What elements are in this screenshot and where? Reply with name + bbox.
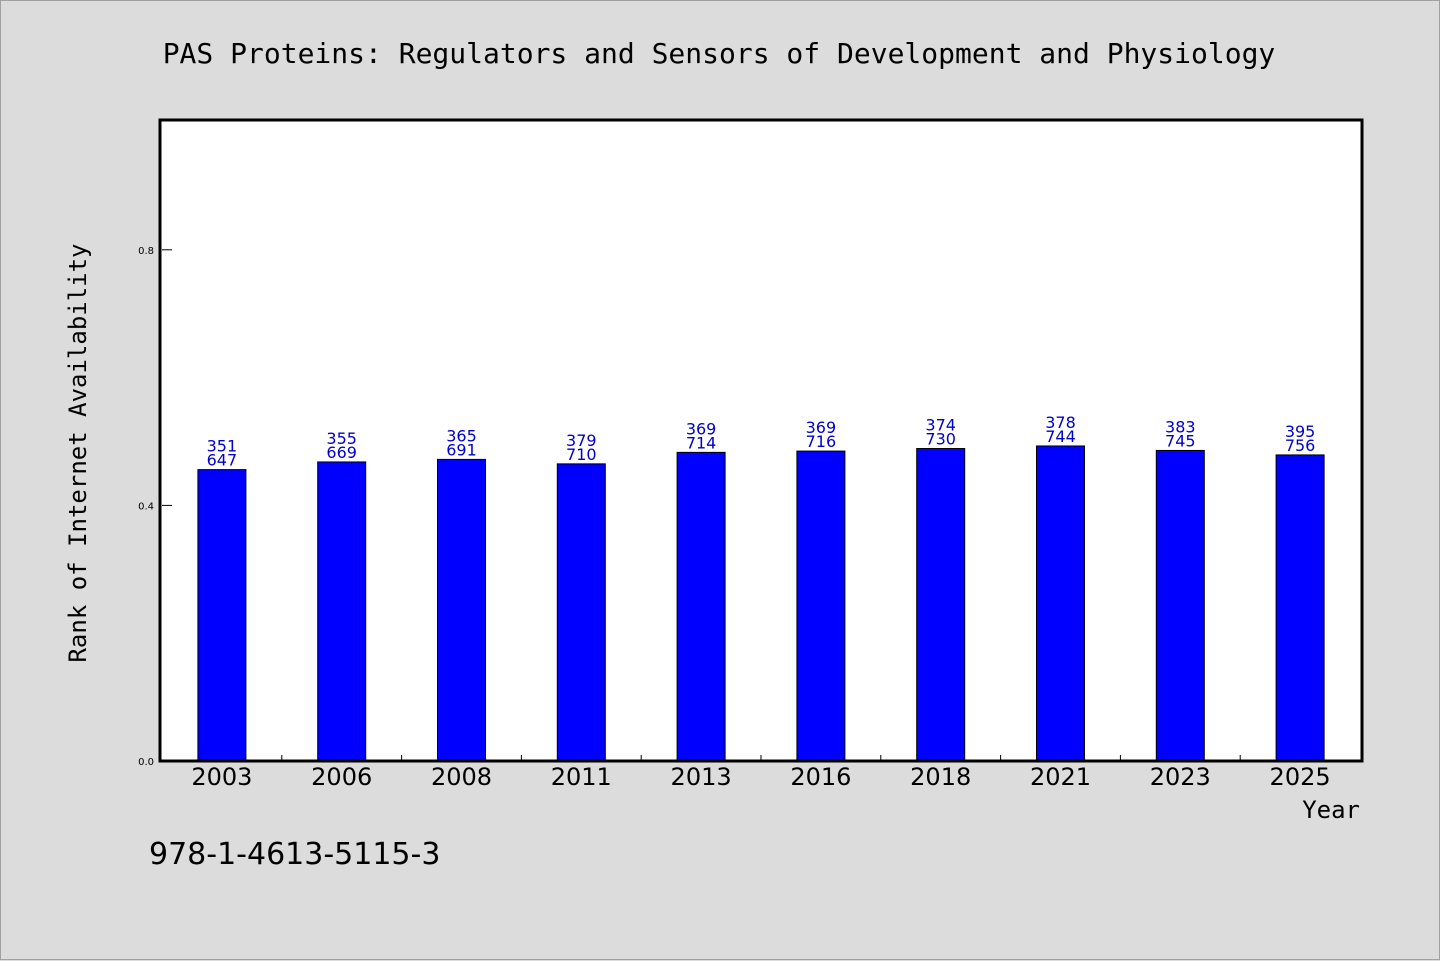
bar-2006 (317, 461, 367, 762)
x-tick-label-2016: 2016 (790, 763, 851, 791)
plot-frame (158, 118, 1364, 763)
bar-2016 (796, 450, 846, 762)
y-tick-label: 0.8 (138, 246, 154, 257)
bar-label-bottom-2013: 714 (686, 433, 717, 452)
x-tick-label-2008: 2008 (431, 763, 492, 791)
bar-labels-layer: 3516473556693656913797103697143697163747… (207, 413, 1316, 470)
bar-2023 (1155, 449, 1205, 762)
bar-2021 (1036, 445, 1085, 762)
bar-label-bottom-2016: 716 (806, 432, 837, 451)
bar-2013 (676, 451, 726, 762)
bar-2008 (437, 458, 486, 762)
x-tick-label-2025: 2025 (1270, 763, 1331, 791)
bar-label-bottom-2025: 756 (1285, 436, 1316, 455)
x-axis-ticks: 2003 2006 2008 2011 2013 2016 2018 2021 2023 2025 (191, 755, 1331, 791)
y-tick-label: 0.0 (138, 757, 154, 768)
bar-label-bottom-2003: 647 (207, 451, 238, 470)
x-tick-label-2018: 2018 (910, 763, 971, 791)
bar-2018 (916, 448, 966, 762)
bars-layer (197, 445, 1325, 762)
bar-label-bottom-2021: 744 (1045, 427, 1076, 446)
x-tick-label-2011: 2011 (551, 763, 612, 791)
x-tick-label-2021: 2021 (1030, 763, 1091, 791)
bar-label-bottom-2023: 745 (1165, 431, 1196, 450)
bar-2011 (556, 463, 606, 762)
y-axis-title: Rank of Internet Availability (64, 243, 92, 662)
x-tick-label-2023: 2023 (1150, 763, 1211, 791)
bar-label-top-2023: 383 (1165, 417, 1196, 436)
bar-label-bottom-2008: 691 (446, 440, 477, 459)
x-tick-label-2006: 2006 (311, 763, 372, 791)
x-tick-label-2003: 2003 (191, 763, 252, 791)
y-tick-label: 0.4 (138, 501, 154, 512)
chart-title: PAS Proteins: Regulators and Sensors of … (163, 37, 1276, 70)
bar-label-top-2016: 369 (806, 418, 837, 437)
bar-2003 (197, 469, 247, 762)
bar-label-top-2025: 395 (1285, 422, 1316, 441)
x-tick-label-2013: 2013 (671, 763, 732, 791)
bar-label-top-2003: 351 (207, 437, 238, 456)
bar-2025 (1275, 454, 1325, 762)
bar-label-bottom-2006: 669 (326, 443, 357, 462)
bar-label-top-2008: 365 (446, 426, 477, 445)
bar-label-top-2018: 374 (925, 416, 956, 435)
bar-label-top-2006: 355 (326, 429, 357, 448)
bar-label-top-2021: 378 (1045, 413, 1076, 432)
bar-label-top-2011: 379 (566, 431, 597, 450)
x-axis-title: Year (1302, 796, 1360, 824)
isbn-label: 978-1-4613-5115-3 (149, 837, 440, 872)
bar-label-bottom-2018: 730 (925, 430, 956, 449)
bar-label-bottom-2011: 710 (566, 445, 597, 464)
bar-label-top-2013: 369 (686, 419, 717, 438)
